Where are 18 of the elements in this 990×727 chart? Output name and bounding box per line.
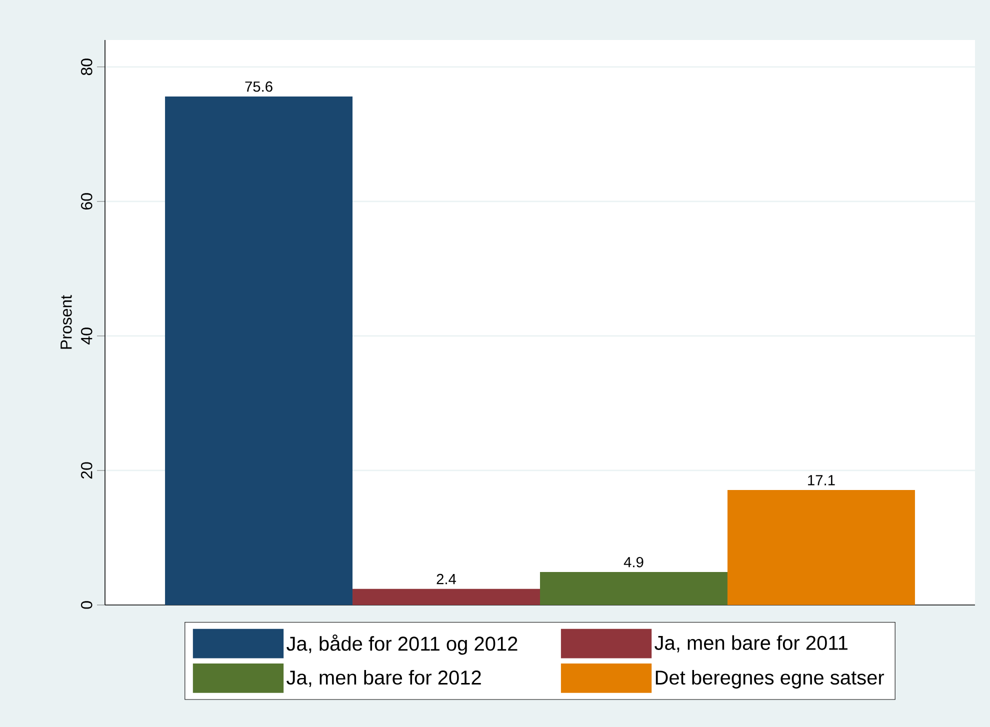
y-tick-label: 60: [80, 193, 92, 210]
bar: [727, 490, 915, 605]
legend-label: Det beregnes egne satser: [656, 670, 884, 689]
y-axis-title: Prosent: [60, 295, 72, 349]
legend-label: Ja, men bare for 2012: [286, 670, 481, 687]
data-label: 2.4: [436, 574, 456, 584]
data-label: 17.1: [808, 475, 835, 486]
legend-label: Ja, men bare for 2011: [654, 635, 848, 652]
data-label: 75.6: [245, 81, 272, 92]
bar: [540, 572, 728, 605]
bar: [352, 588, 540, 605]
y-tick-label: 80: [80, 58, 92, 76]
bar: [165, 96, 353, 605]
y-tick-label: 20: [80, 462, 92, 479]
y-tick-label: 0: [80, 601, 92, 609]
legend-label: Ja, både for 2011 og 2012: [286, 634, 518, 655]
data-label: 4.9: [624, 556, 644, 568]
y-tick-label: 40: [80, 328, 92, 344]
